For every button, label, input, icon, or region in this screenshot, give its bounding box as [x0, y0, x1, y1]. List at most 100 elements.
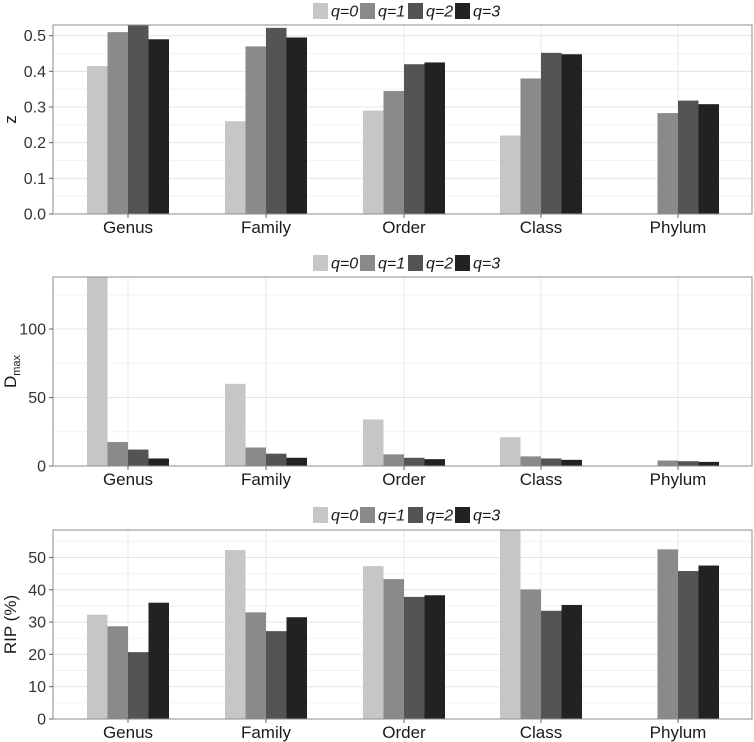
bar-order-q2 — [404, 457, 425, 466]
legend-swatch-q0 — [313, 255, 328, 271]
y-axis-label: z — [1, 115, 20, 124]
x-tick-label-phylum: Phylum — [650, 470, 707, 489]
y-axis-label: RIP (%) — [1, 595, 20, 654]
bar-class-q1 — [520, 589, 541, 719]
legend-swatch-q2 — [408, 255, 423, 271]
legend-swatch-q0 — [313, 507, 328, 523]
legend: q=0 q=1 q=2 q=3 — [313, 507, 500, 525]
bar-genus-q0 — [87, 66, 108, 214]
x-tick-label-phylum: Phylum — [650, 723, 707, 742]
legend-swatch-q3 — [455, 507, 470, 523]
bar-genus-q3 — [148, 602, 169, 719]
x-tick-label-phylum: Phylum — [650, 218, 707, 237]
legend-label-q3: q=3 — [473, 256, 500, 273]
bar-family-q2 — [266, 453, 287, 466]
y-axis-label-subscript: max — [11, 354, 23, 375]
legend-swatch-q2 — [408, 3, 423, 19]
legend-swatch-q1 — [360, 507, 375, 523]
bar-order-q3 — [424, 595, 445, 719]
bar-phylum-q1 — [657, 113, 678, 214]
bar-family-q0 — [225, 550, 246, 719]
bar-order-q3 — [424, 62, 445, 214]
bar-family-q1 — [245, 46, 266, 214]
bar-class-q0 — [500, 437, 521, 466]
y-tick-label: 0.2 — [24, 135, 46, 152]
bar-phylum-q2 — [678, 571, 699, 719]
bar-order-q0 — [363, 110, 384, 214]
bar-genus-q3 — [148, 458, 169, 466]
legend-label-q2: q=2 — [426, 508, 453, 525]
x-tick-label-genus: Genus — [103, 218, 153, 237]
legend: q=0 q=1 q=2 q=3 — [313, 3, 500, 21]
bar-family-q3 — [286, 37, 307, 214]
legend-swatch-q1 — [360, 255, 375, 271]
x-tick-label-order: Order — [382, 470, 426, 489]
bar-genus-q2 — [128, 25, 149, 214]
panel-border — [52, 24, 753, 215]
bar-genus-q0 — [87, 277, 108, 466]
x-tick-label-order: Order — [382, 723, 426, 742]
x-tick-label-family: Family — [241, 470, 292, 489]
legend-label-q3: q=3 — [473, 508, 500, 525]
x-tick-label-class: Class — [520, 218, 563, 237]
legend-swatch-q0 — [313, 3, 328, 19]
bar-order-q1 — [383, 579, 404, 719]
bar-genus-q1 — [107, 442, 128, 466]
y-tick-label: 50 — [28, 390, 46, 407]
bar-phylum-q2 — [678, 461, 699, 466]
bar-phylum-q3 — [698, 104, 719, 214]
y-axis-label: Dmax — [1, 354, 23, 388]
bar-class-q1 — [520, 456, 541, 466]
legend-label-q3: q=3 — [473, 4, 500, 21]
bar-order-q0 — [363, 419, 384, 466]
y-tick-label: 100 — [19, 322, 46, 339]
bar-class-q3 — [561, 54, 582, 214]
bar-class-q2 — [541, 458, 562, 466]
legend-label-q0: q=0 — [331, 508, 358, 525]
bar-class-q0 — [500, 530, 521, 719]
bar-genus-q1 — [107, 626, 128, 719]
bar-order-q2 — [404, 64, 425, 214]
legend-swatch-q3 — [455, 255, 470, 271]
x-tick-label-family: Family — [241, 723, 292, 742]
bar-family-q2 — [266, 631, 287, 719]
panel-3: 0 10 20 30 40 50 Genus Family Order Class Phylum RI… — [1, 507, 753, 742]
bar-order-q2 — [404, 596, 425, 719]
bar-phylum-q3 — [698, 565, 719, 719]
y-tick-label: 20 — [28, 647, 46, 664]
bar-class-q3 — [561, 459, 582, 466]
legend-label-q2: q=2 — [426, 4, 453, 21]
bar-phylum-q2 — [678, 100, 699, 214]
bar-family-q0 — [225, 383, 246, 466]
bar-phylum-q1 — [657, 549, 678, 719]
y-tick-label: 10 — [28, 679, 46, 696]
y-tick-label: 40 — [28, 582, 46, 599]
plot-area — [53, 277, 752, 466]
y-tick-label: 0.1 — [24, 171, 46, 188]
x-tick-label-genus: Genus — [103, 470, 153, 489]
bar-class-q0 — [500, 135, 521, 214]
bar-genus-q2 — [128, 652, 149, 719]
bar-order-q1 — [383, 90, 404, 214]
x-tick-label-class: Class — [520, 470, 563, 489]
x-tick-label-order: Order — [382, 218, 426, 237]
x-tick-label-class: Class — [520, 723, 563, 742]
bar-family-q0 — [225, 121, 246, 214]
y-tick-label: 50 — [28, 550, 46, 567]
bar-genus-q0 — [87, 614, 108, 719]
bars — [87, 530, 719, 719]
legend-swatch-q2 — [408, 507, 423, 523]
bar-order-q1 — [383, 454, 404, 466]
legend: q=0 q=1 q=2 q=3 — [313, 255, 500, 273]
x-tick-label-family: Family — [241, 218, 292, 237]
bar-phylum-q3 — [698, 461, 719, 466]
bars — [87, 25, 719, 214]
bar-family-q3 — [286, 617, 307, 719]
legend-swatch-q1 — [360, 3, 375, 19]
bar-family-q1 — [245, 612, 266, 719]
y-tick-label: 0.3 — [24, 100, 46, 117]
legend-label-q1: q=1 — [378, 256, 405, 273]
legend-label-q0: q=0 — [331, 4, 358, 21]
panel-border — [52, 529, 753, 720]
